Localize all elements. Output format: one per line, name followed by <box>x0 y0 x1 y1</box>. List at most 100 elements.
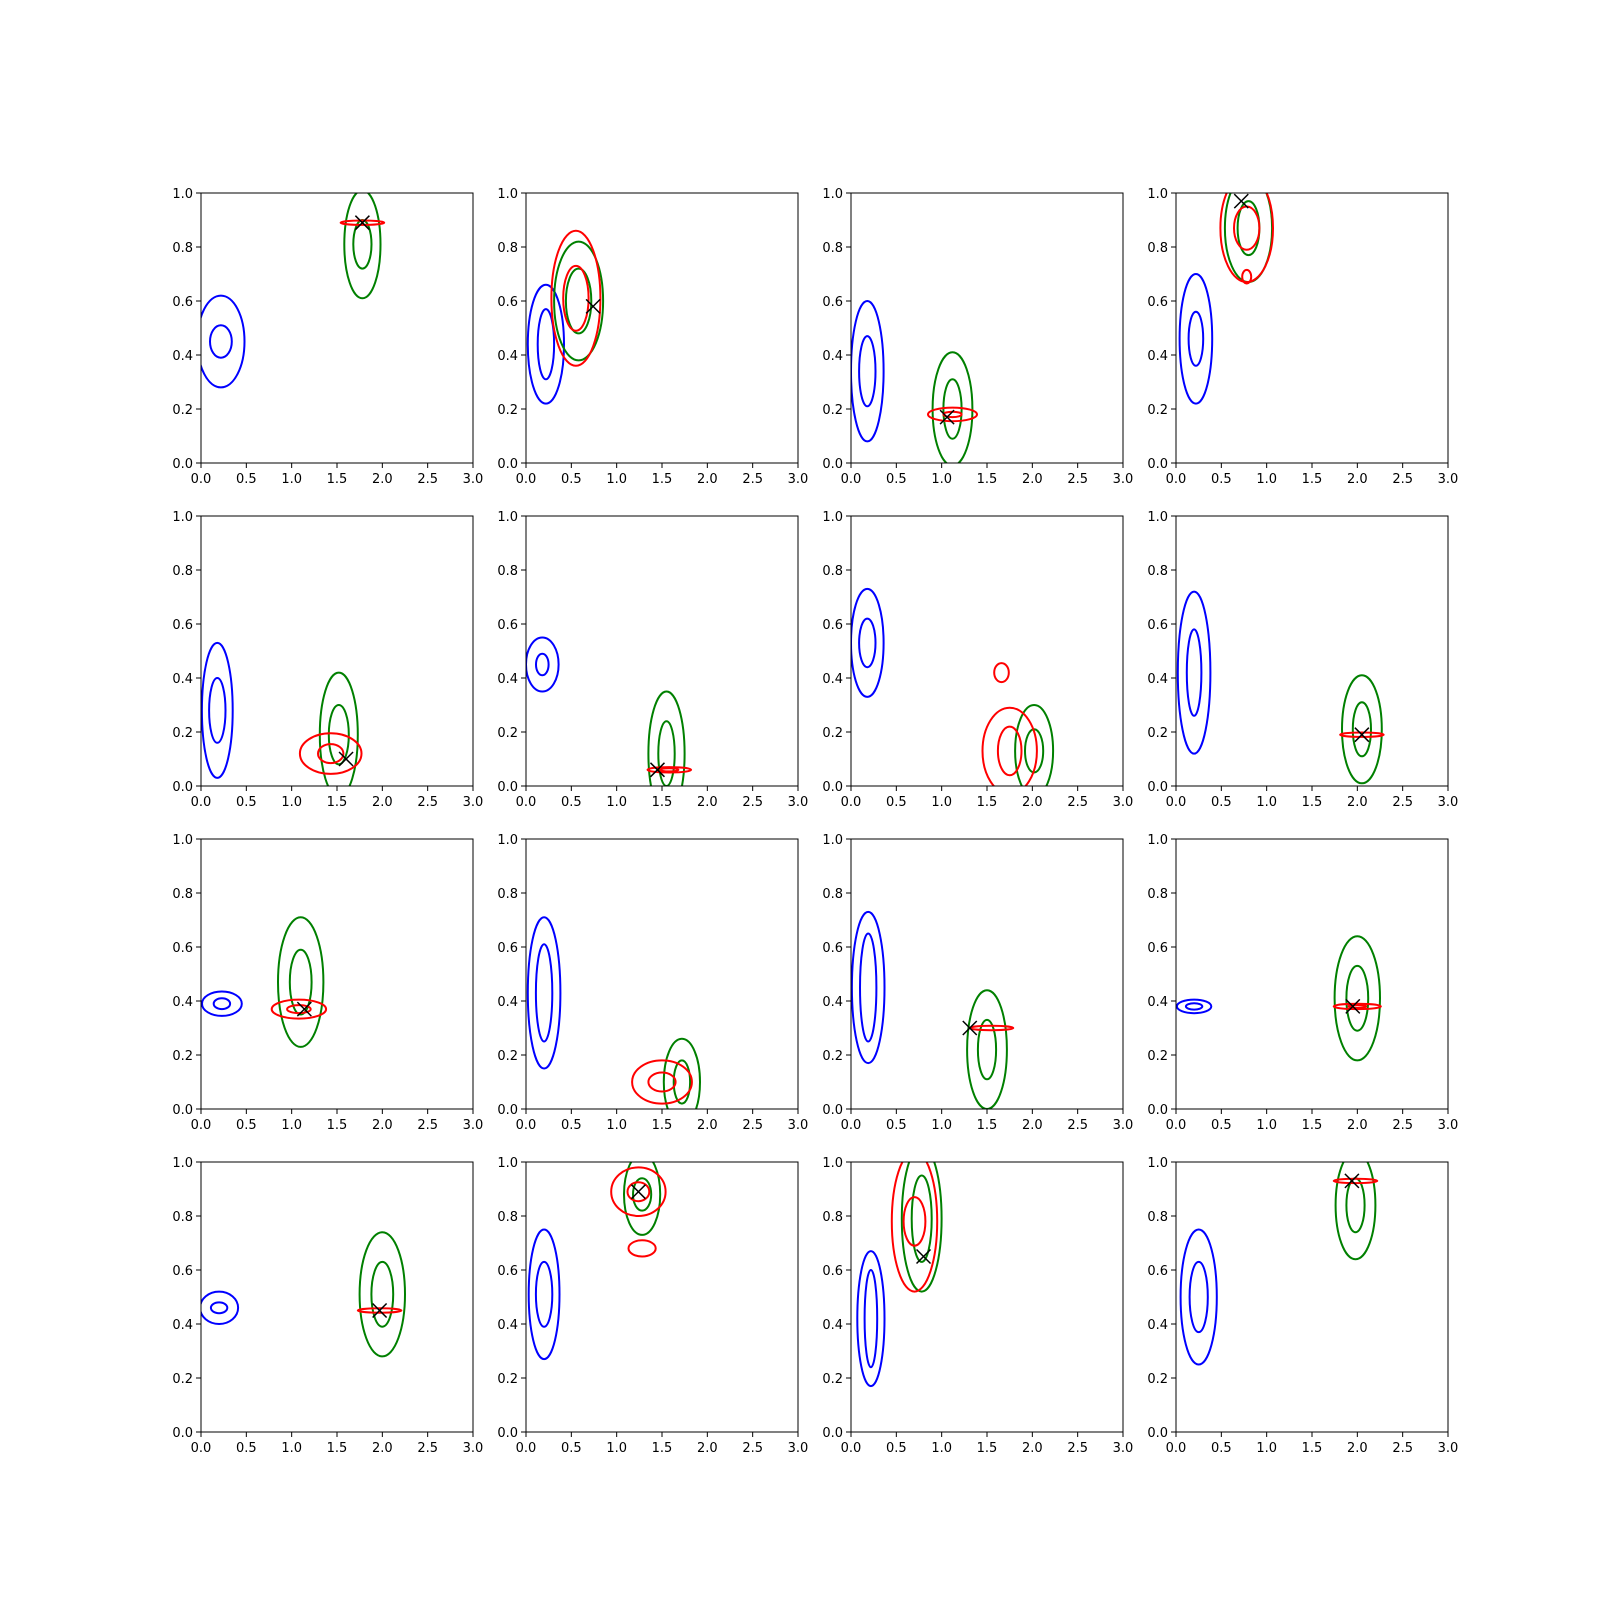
x-tick-label: 1.0 <box>931 472 952 487</box>
y-tick-label: 0.4 <box>1147 995 1168 1010</box>
x-tick-label: 0.0 <box>516 472 537 487</box>
x-tick-label: 0.0 <box>191 1441 212 1456</box>
blue-contour-level-2 <box>1187 310 1205 367</box>
x-tick-label: 1.0 <box>606 1118 627 1133</box>
blue-contour-level-1 <box>851 587 885 698</box>
y-tick-label: 0.0 <box>1147 1103 1168 1118</box>
x-tick-label: 3.0 <box>463 1441 484 1456</box>
x-tick-label: 1.0 <box>931 1118 952 1133</box>
green-contour-level-2 <box>672 1059 692 1105</box>
x-tick-label: 0.5 <box>561 1118 582 1133</box>
x-tick-label: 3.0 <box>1113 472 1134 487</box>
x-marker <box>296 1001 312 1017</box>
x-tick-label: 3.0 <box>1113 1441 1134 1456</box>
y-tick-label: 0.4 <box>822 672 843 687</box>
x-marker <box>372 1302 388 1319</box>
x-tick-label: 2.5 <box>1392 1441 1413 1456</box>
axes-frame <box>200 1161 474 1433</box>
y-tick-label: 0.0 <box>822 780 843 795</box>
green-contour-level-2 <box>352 219 373 270</box>
blue-contour-level-1 <box>526 916 562 1070</box>
green-contour-level-1 <box>966 989 1008 1109</box>
subplot-5: 0.0 0.5 1.0 1.5 2.0 2.5 3.0 0.0 0.2 0.4 0.6 0.8 1.0 <box>172 510 483 810</box>
x-tick-label: 3.0 <box>463 472 484 487</box>
y-tick-label: 0.0 <box>497 780 518 795</box>
y-tick-label: 1.0 <box>822 1156 843 1171</box>
x-tick-label: 1.5 <box>652 795 673 810</box>
blue-contour-level-2 <box>863 1269 879 1369</box>
blue-contour-level-2 <box>534 1260 554 1328</box>
blue-contour-level-2 <box>209 1301 229 1315</box>
subplot-15: 0.0 0.5 1.0 1.5 2.0 2.5 3.0 0.0 0.2 0.4 0.6 0.8 1.0 <box>822 1156 1134 1456</box>
green-contour-level-2 <box>657 720 676 786</box>
x-tick-label: 1.5 <box>1302 1441 1323 1456</box>
x-tick-label: 3.0 <box>1438 1441 1459 1456</box>
x-tick-label: 3.0 <box>788 1441 809 1456</box>
x-tick-label: 1.5 <box>977 472 998 487</box>
x-tick-label: 0.5 <box>236 472 257 487</box>
green-contour-level-2 <box>327 704 350 766</box>
y-tick-label: 0.0 <box>172 1103 193 1118</box>
y-tick-label: 1.0 <box>172 187 193 202</box>
subplot-8: 0.0 0.5 1.0 1.5 2.0 2.5 3.0 0.0 0.2 0.4 0.6 0.8 1.0 <box>1147 510 1458 810</box>
x-tick-label: 3.0 <box>788 1118 809 1133</box>
red-contour-level-1 <box>1219 193 1274 284</box>
x-tick-label: 1.5 <box>327 1441 348 1456</box>
y-tick-label: 0.8 <box>497 887 518 902</box>
blue-contour-level-1 <box>201 990 243 1017</box>
x-tick-label: 0.5 <box>561 472 582 487</box>
blue-contour-level-2 <box>209 324 233 359</box>
y-tick-label: 0.6 <box>1147 1264 1168 1279</box>
x-tick-label: 1.0 <box>1256 1441 1277 1456</box>
x-tick-label: 2.0 <box>697 472 718 487</box>
green-contour-level-2 <box>370 1260 395 1328</box>
y-tick-label: 0.6 <box>172 295 193 310</box>
x-tick-label: 1.5 <box>652 1118 673 1133</box>
red-contour-level-1 <box>1332 1002 1382 1011</box>
plot-area <box>201 1231 406 1358</box>
blue-contour-level-2 <box>858 617 877 669</box>
y-tick-label: 0.0 <box>822 457 843 472</box>
y-tick-label: 0.6 <box>1147 618 1168 633</box>
green-contour-level-1 <box>931 351 974 463</box>
plot-area <box>527 1162 667 1361</box>
red-contour-level-1 <box>610 1166 667 1217</box>
x-tick-label: 2.0 <box>1347 1441 1368 1456</box>
subplot-7: 0.0 0.5 1.0 1.5 2.0 2.5 3.0 0.0 0.2 0.4 0.6 0.8 1.0 <box>822 510 1133 810</box>
x-tick-label: 2.5 <box>417 1441 438 1456</box>
green-contour-level-2 <box>1024 728 1045 774</box>
axes-frame <box>850 515 1124 787</box>
red-contour-level-2 <box>659 767 680 773</box>
x-tick-label: 0.0 <box>1166 1118 1187 1133</box>
x-tick-label: 2.5 <box>742 1118 763 1133</box>
x-tick-label: 2.5 <box>417 795 438 810</box>
red-contour-level-1 <box>646 766 693 774</box>
y-tick-label: 0.2 <box>1147 403 1168 418</box>
y-tick-label: 0.8 <box>172 241 193 256</box>
x-marker <box>1233 193 1249 209</box>
green-contour-level-1 <box>1341 674 1383 785</box>
y-tick-label: 0.6 <box>1147 295 1168 310</box>
y-tick-label: 1.0 <box>497 1156 518 1171</box>
x-marker <box>338 751 354 767</box>
green-contour-level-1 <box>277 916 325 1048</box>
y-tick-label: 0.2 <box>172 1372 193 1387</box>
red-contour-level-1 <box>550 229 602 367</box>
x-tick-label: 2.5 <box>1392 472 1413 487</box>
red-contour-level-1 <box>270 998 328 1020</box>
blue-contour-level-1 <box>527 1228 561 1361</box>
x-tick-label: 2.0 <box>1022 1118 1043 1133</box>
subplot-9: 0.0 0.5 1.0 1.5 2.0 2.5 3.0 0.0 0.2 0.4 0.6 0.8 1.0 <box>172 833 483 1133</box>
red-contour-level-2 <box>1347 1004 1368 1009</box>
x-tick-label: 0.5 <box>886 795 907 810</box>
green-contour-level-1 <box>900 1162 943 1293</box>
x-tick-label: 2.5 <box>1067 1118 1088 1133</box>
y-tick-label: 0.8 <box>822 564 843 579</box>
plot-area <box>526 229 605 405</box>
x-tick-label: 1.0 <box>281 472 302 487</box>
x-tick-label: 3.0 <box>788 472 809 487</box>
blue-contour-level-1 <box>1176 998 1213 1015</box>
y-tick-label: 1.0 <box>822 510 843 525</box>
y-tick-label: 0.0 <box>822 1426 843 1441</box>
